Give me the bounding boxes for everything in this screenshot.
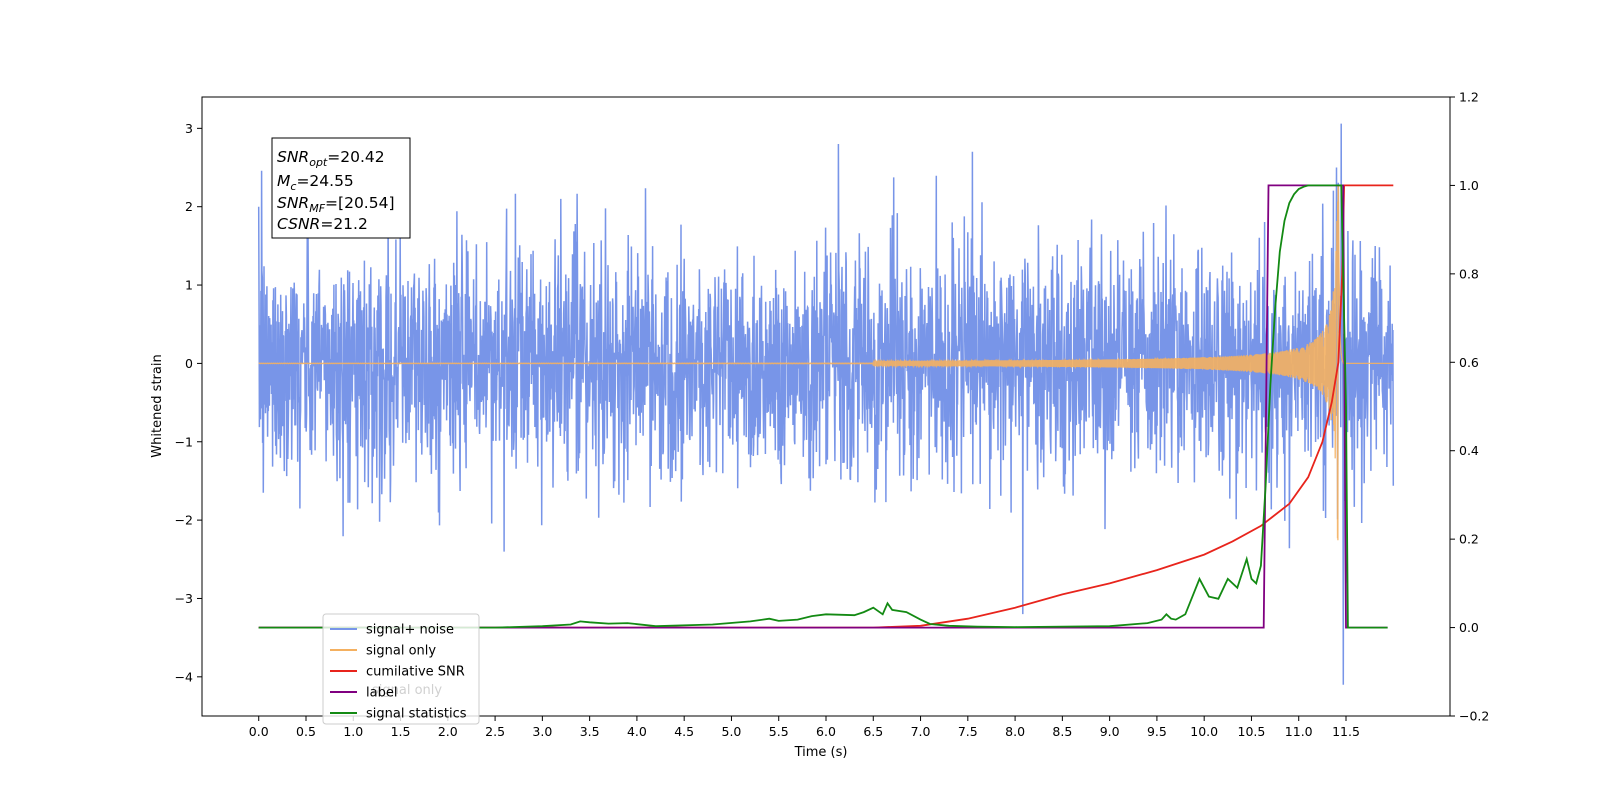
x-tick-label: 9.5	[1147, 724, 1167, 739]
y2-tick-label: 1.0	[1459, 178, 1479, 193]
x-tick-label: 4.5	[674, 724, 694, 739]
x-tick-label: 6.0	[816, 724, 836, 739]
y2-tick-label: 0.4	[1459, 443, 1479, 458]
x-tick-label: 3.0	[532, 724, 552, 739]
signal-statistics-line	[258, 184, 1388, 629]
x-tick-label: 9.0	[1100, 724, 1120, 739]
x-tick-label: 4.0	[627, 724, 647, 739]
y-tick-label: 1	[185, 278, 193, 293]
x-axis: 0.0 0.5 1.0 1.5 2.0 2.5 3.0 3.5 4.0 4.5 5.0 5.5 6.0 6…	[249, 716, 1360, 739]
series-signal-only	[258, 185, 1394, 541]
y2-tick-label: 0.8	[1459, 266, 1479, 281]
y2-tick-label: 0.2	[1459, 532, 1479, 547]
y-tick-label: 0	[185, 356, 193, 371]
legend-entry: signal+ noise	[366, 623, 454, 638]
x-tick-label: 8.0	[1005, 724, 1025, 739]
legend-hidden-text: signal only	[372, 683, 442, 698]
y-tick-label: 3	[185, 121, 193, 136]
info-snr-opt: SNRopt=20.42	[277, 148, 385, 169]
legend-frame	[322, 613, 480, 725]
x-tick-label: 2.0	[438, 724, 458, 739]
y-tick-label: −2	[175, 513, 193, 528]
y-axis-left: 3 2 1 0 −1 −2 −3 −4	[175, 121, 202, 684]
x-tick-label: 3.5	[580, 724, 600, 739]
legend: signal only signal+ noise signal only cumi…	[322, 613, 480, 725]
x-tick-label: 1.5	[391, 724, 411, 739]
x-tick-label: 0.5	[296, 724, 316, 739]
legend-entry: label	[366, 686, 397, 701]
x-tick-label: 1.0	[343, 724, 363, 739]
y-axis-label: Whitened strain	[150, 354, 165, 457]
info-mc: Mc=24.55	[277, 172, 354, 193]
x-tick-label: 10.0	[1190, 724, 1218, 739]
y-tick-label: −3	[175, 591, 193, 606]
y-tick-label: 2	[185, 199, 193, 214]
info-box-frame	[271, 137, 411, 239]
y2-tick-label: 0.6	[1459, 355, 1479, 370]
info-box: SNRopt=20.42 Mc=24.55 SNRMF=[20.54] CSNR…	[271, 137, 411, 239]
x-tick-label: 7.0	[911, 724, 931, 739]
x-tick-label: 7.5	[958, 724, 978, 739]
x-tick-label: 2.5	[485, 724, 505, 739]
x-tick-label: 5.0	[722, 724, 742, 739]
x-tick-label: 5.5	[769, 724, 789, 739]
info-snr-mf: SNRMF=[20.54]	[277, 194, 395, 215]
cumulative-snr-line	[258, 184, 1394, 629]
y2-tick-label: 0.0	[1459, 620, 1479, 635]
info-csnr: CSNR=21.2	[277, 215, 368, 233]
x-tick-label: 8.5	[1052, 724, 1072, 739]
series-signal-noise	[257, 123, 1395, 685]
series-cumulative-snr	[258, 184, 1394, 629]
legend-entry: signal only	[366, 644, 436, 659]
signal-only-line	[258, 185, 1394, 541]
legend-entry: cumilative SNR	[366, 665, 465, 680]
x-tick-label: 11.5	[1332, 724, 1360, 739]
y-tick-label: −1	[175, 434, 193, 449]
y-tick-label: −4	[175, 669, 193, 684]
y-axis-right: 1.2 1.0 0.8 0.6 0.4 0.2 0.0 −0.2	[1450, 90, 1489, 724]
x-tick-label: 6.5	[863, 724, 883, 739]
legend-entry: signal statistics	[366, 707, 467, 722]
series-signal-statistics	[258, 184, 1388, 629]
y2-tick-label: 1.2	[1459, 90, 1479, 105]
y2-tick-label: −0.2	[1459, 709, 1489, 724]
signal-noise-line	[257, 123, 1395, 685]
x-tick-label: 10.5	[1238, 724, 1266, 739]
x-tick-label: 0.0	[249, 724, 269, 739]
x-axis-label: Time (s)	[794, 745, 848, 760]
x-tick-label: 11.0	[1285, 724, 1313, 739]
